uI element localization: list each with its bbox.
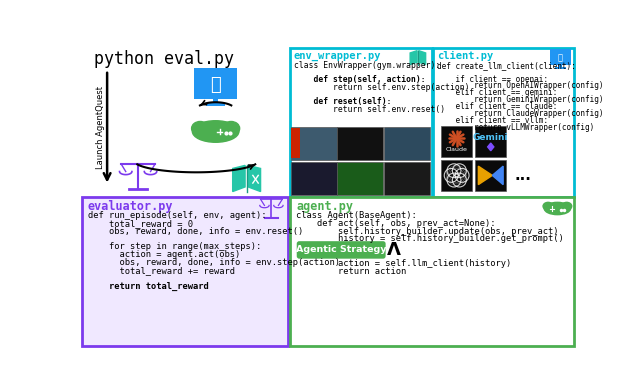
Text: action = self.llm_client(history): action = self.llm_client(history) bbox=[296, 259, 511, 268]
Text: def act(self, obs, prev_act=None):: def act(self, obs, prev_act=None): bbox=[296, 219, 496, 228]
Text: elif client == gemini:: elif client == gemini: bbox=[437, 89, 557, 98]
Text: return action: return action bbox=[296, 267, 406, 276]
Text: 🧠: 🧠 bbox=[558, 54, 563, 63]
Text: Launch AgentQuest: Launch AgentQuest bbox=[97, 86, 106, 169]
Bar bbox=[290, 48, 432, 197]
Text: Gemini: Gemini bbox=[473, 133, 509, 142]
Polygon shape bbox=[419, 51, 426, 64]
Text: total_reward = 0: total_reward = 0 bbox=[88, 219, 193, 228]
Text: Claude: Claude bbox=[445, 147, 468, 152]
Ellipse shape bbox=[191, 122, 209, 135]
Bar bbox=[384, 127, 429, 160]
Text: def step(self, action):: def step(self, action): bbox=[294, 75, 426, 84]
Text: return self.env.reset(): return self.env.reset() bbox=[294, 105, 445, 113]
Text: Agentic Strategy: Agentic Strategy bbox=[296, 245, 387, 254]
Text: agent.py: agent.py bbox=[296, 200, 353, 213]
Bar bbox=[441, 126, 472, 157]
Polygon shape bbox=[233, 165, 245, 191]
Bar bbox=[559, 64, 562, 67]
Text: class EnvWrapper(gym.wrapper):: class EnvWrapper(gym.wrapper): bbox=[294, 61, 440, 70]
Text: 🧠: 🧠 bbox=[211, 76, 221, 94]
Text: obs, reward, done, info = env.reset(): obs, reward, done, info = env.reset() bbox=[88, 227, 303, 236]
Text: python eval.py: python eval.py bbox=[94, 50, 234, 68]
Text: return OpenAIWrapper(config): return OpenAIWrapper(config) bbox=[437, 82, 604, 90]
Ellipse shape bbox=[193, 121, 239, 142]
Text: Ʌ: Ʌ bbox=[387, 241, 401, 259]
Text: action = agent.act(obs): action = agent.act(obs) bbox=[88, 250, 240, 259]
Text: return self.env.step(action): return self.env.step(action) bbox=[294, 83, 469, 92]
Text: evaluator.py: evaluator.py bbox=[88, 200, 173, 213]
Bar bbox=[291, 127, 337, 160]
Bar bbox=[337, 127, 383, 160]
Polygon shape bbox=[248, 165, 260, 191]
Text: if client == openai:: if client == openai: bbox=[437, 74, 548, 83]
Text: def reset(self):: def reset(self): bbox=[294, 97, 392, 106]
Polygon shape bbox=[492, 166, 503, 184]
Bar bbox=[433, 48, 575, 197]
Text: def run_episode(self, env, agent):: def run_episode(self, env, agent): bbox=[88, 211, 266, 220]
Bar bbox=[476, 126, 506, 157]
Polygon shape bbox=[478, 166, 492, 184]
Text: def create_llm_client(client):: def create_llm_client(client): bbox=[437, 61, 576, 70]
Bar bbox=[290, 197, 575, 346]
Bar bbox=[550, 49, 572, 64]
Bar bbox=[384, 161, 429, 195]
Bar bbox=[194, 68, 237, 99]
Bar bbox=[206, 103, 225, 106]
Polygon shape bbox=[410, 51, 417, 64]
Polygon shape bbox=[488, 143, 494, 151]
Text: return GeminiWrapper(config): return GeminiWrapper(config) bbox=[437, 95, 604, 104]
Bar bbox=[441, 160, 472, 191]
Ellipse shape bbox=[543, 202, 553, 210]
Text: return ClaudeWrapper(config): return ClaudeWrapper(config) bbox=[437, 109, 604, 118]
Text: ...: ... bbox=[515, 168, 532, 183]
Text: history = self.history_builder.get_prompt(): history = self.history_builder.get_promp… bbox=[296, 234, 564, 243]
Text: return total_reward: return total_reward bbox=[88, 282, 209, 291]
Bar bbox=[337, 161, 383, 195]
Text: class Agent(BaseAgent):: class Agent(BaseAgent): bbox=[296, 211, 417, 220]
Bar bbox=[291, 161, 337, 195]
Text: for step in range(max_steps):: for step in range(max_steps): bbox=[88, 242, 261, 251]
Bar bbox=[81, 197, 289, 346]
Text: total_reward += reward: total_reward += reward bbox=[88, 266, 235, 275]
FancyBboxPatch shape bbox=[298, 242, 385, 258]
Ellipse shape bbox=[223, 122, 239, 135]
Text: elif client == vllm:: elif client == vllm: bbox=[437, 116, 548, 125]
Text: client.py: client.py bbox=[437, 51, 493, 61]
Bar bbox=[291, 128, 300, 158]
Bar bbox=[555, 67, 566, 69]
Bar bbox=[213, 98, 218, 104]
Ellipse shape bbox=[562, 202, 572, 210]
Bar bbox=[476, 160, 506, 191]
Text: elif client == claude:: elif client == claude: bbox=[437, 102, 557, 111]
Ellipse shape bbox=[544, 202, 571, 214]
Text: env_wrapper.py: env_wrapper.py bbox=[294, 51, 381, 61]
Text: obs, reward, done, info = env.step(action): obs, reward, done, info = env.step(actio… bbox=[88, 258, 340, 267]
Text: self.history_builder.update(obs, prev_act): self.history_builder.update(obs, prev_ac… bbox=[296, 227, 559, 236]
Text: return vLLMWrapper(config): return vLLMWrapper(config) bbox=[437, 123, 595, 132]
